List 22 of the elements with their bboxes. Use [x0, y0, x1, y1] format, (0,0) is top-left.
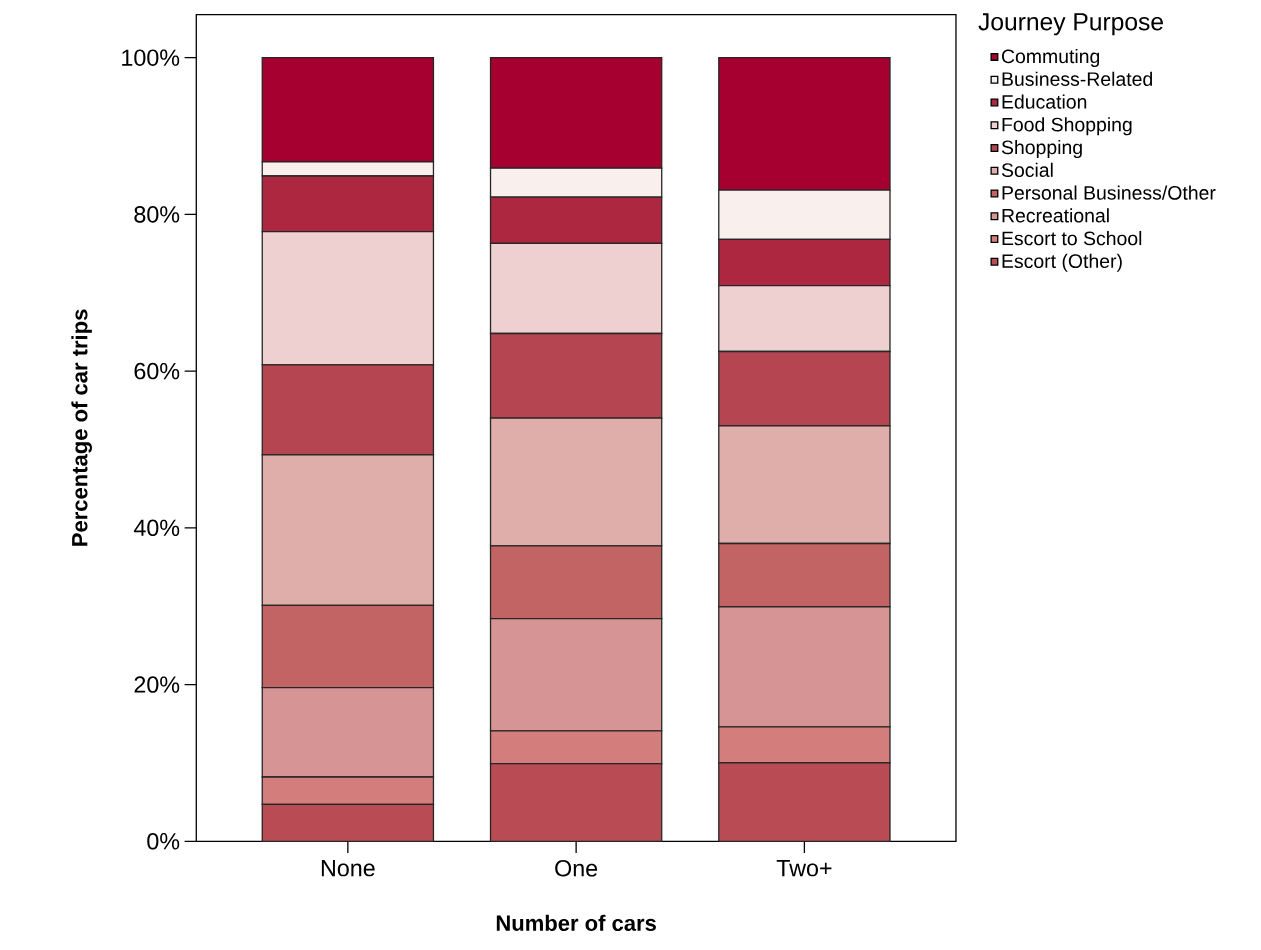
legend-label: Escort (Other)	[1002, 253, 1122, 272]
legend-label: Commuting	[1002, 48, 1100, 68]
legend-title: Journey Purpose	[978, 13, 1163, 36]
y-tick-label: 0%	[147, 832, 180, 850]
y-tick-label: 40%	[133, 519, 180, 537]
y-tick-label: 60%	[134, 362, 180, 380]
legend-label: Food Shopping	[1002, 117, 1132, 136]
y-tick-label: 80%	[134, 206, 180, 223]
y-tick-label: 20%	[134, 676, 180, 693]
x-tick-label: One	[555, 860, 598, 877]
y-tick-label: 100%	[122, 49, 180, 66]
legend-label: Business-Related	[1002, 71, 1152, 86]
x-tick-label: Two+	[776, 860, 832, 877]
legend-label: Recreational	[1002, 208, 1109, 223]
x-axis-title: Number of cars	[496, 914, 656, 931]
legend-label: Shopping	[1001, 139, 1082, 159]
legend-label: Personal Business/Other	[1002, 185, 1216, 200]
legend-label: Social	[1001, 162, 1053, 177]
y-axis-title: Percentage of car trips	[71, 309, 92, 546]
x-tick-label: None	[321, 860, 375, 877]
legend-label: Escort to School	[1002, 230, 1142, 246]
legend-label: Education	[1002, 94, 1087, 109]
